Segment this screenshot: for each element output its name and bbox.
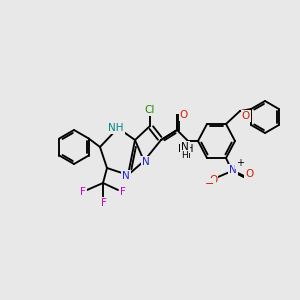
Text: N: N [181,142,189,152]
Text: NH: NH [108,123,124,133]
Text: H: H [182,151,188,160]
Text: O: O [242,111,250,121]
Text: F: F [80,187,86,197]
Text: F: F [101,198,107,208]
Text: H: H [183,151,189,160]
Text: F: F [120,187,126,197]
Text: N: N [122,171,130,181]
Text: +: + [236,158,244,168]
Text: O: O [245,169,253,179]
Text: −: − [205,179,215,189]
Text: O: O [209,175,217,185]
Text: Cl: Cl [145,105,155,115]
Text: NH: NH [178,144,194,154]
Text: O: O [180,110,188,120]
Text: N: N [229,165,237,175]
Text: N: N [142,157,150,167]
